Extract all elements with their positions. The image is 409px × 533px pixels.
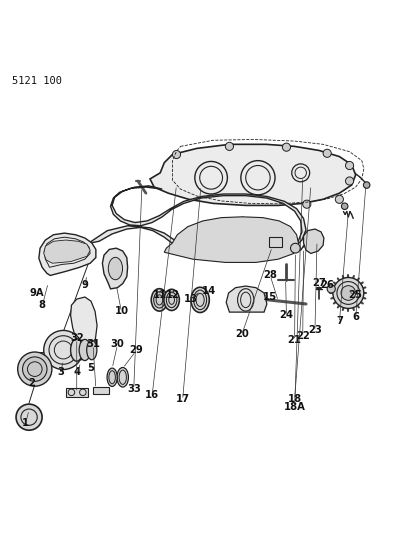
- Text: 18: 18: [287, 394, 301, 404]
- Text: 24: 24: [279, 310, 293, 320]
- Text: 9A: 9A: [30, 288, 45, 298]
- Text: 10: 10: [114, 306, 128, 316]
- Bar: [65, 388, 88, 397]
- Text: 32: 32: [70, 333, 83, 343]
- Bar: [269, 237, 282, 247]
- Text: 4: 4: [73, 367, 80, 377]
- Ellipse shape: [153, 292, 165, 308]
- Circle shape: [322, 149, 330, 157]
- Ellipse shape: [107, 368, 117, 386]
- Text: 20: 20: [234, 329, 248, 338]
- Ellipse shape: [117, 367, 128, 387]
- Polygon shape: [44, 240, 90, 263]
- Text: 18A: 18A: [283, 402, 305, 412]
- Circle shape: [332, 278, 363, 309]
- Text: 3: 3: [57, 367, 64, 377]
- Circle shape: [282, 143, 290, 151]
- Text: 27: 27: [311, 278, 325, 288]
- Polygon shape: [102, 248, 127, 289]
- Polygon shape: [20, 356, 49, 385]
- Text: 17: 17: [175, 394, 189, 404]
- Polygon shape: [90, 186, 305, 262]
- Circle shape: [326, 285, 335, 293]
- Text: 22: 22: [295, 331, 309, 341]
- Circle shape: [340, 286, 355, 300]
- Text: 33: 33: [126, 384, 140, 394]
- Circle shape: [302, 200, 310, 208]
- Circle shape: [18, 352, 52, 386]
- Ellipse shape: [166, 292, 176, 308]
- Text: 6: 6: [351, 312, 358, 322]
- Circle shape: [16, 404, 42, 430]
- Ellipse shape: [193, 290, 206, 310]
- Text: 13: 13: [183, 294, 197, 304]
- Text: 8: 8: [38, 300, 45, 310]
- Text: 7: 7: [335, 317, 342, 327]
- Ellipse shape: [108, 257, 122, 280]
- Text: 2: 2: [28, 377, 35, 387]
- Circle shape: [290, 243, 299, 253]
- Circle shape: [341, 203, 347, 209]
- Circle shape: [362, 182, 369, 188]
- Ellipse shape: [191, 287, 209, 312]
- Text: 9: 9: [81, 280, 88, 290]
- Text: 15: 15: [263, 292, 276, 302]
- Circle shape: [172, 150, 180, 159]
- Polygon shape: [39, 233, 96, 276]
- Text: 25: 25: [348, 290, 362, 300]
- Text: 14: 14: [202, 286, 216, 296]
- Ellipse shape: [151, 289, 167, 311]
- Text: 16: 16: [145, 390, 159, 400]
- Polygon shape: [150, 144, 355, 205]
- Text: 30: 30: [110, 339, 124, 349]
- Text: 1: 1: [21, 418, 29, 429]
- Circle shape: [335, 195, 343, 204]
- Circle shape: [44, 330, 83, 369]
- Circle shape: [225, 142, 233, 150]
- Ellipse shape: [70, 339, 83, 361]
- Text: 12: 12: [165, 290, 179, 300]
- Circle shape: [345, 161, 353, 169]
- Ellipse shape: [86, 340, 97, 360]
- Circle shape: [22, 357, 47, 381]
- Text: 31: 31: [86, 339, 100, 349]
- Polygon shape: [164, 217, 298, 262]
- Polygon shape: [303, 229, 323, 254]
- Text: 5: 5: [87, 364, 94, 373]
- Text: 23: 23: [307, 325, 321, 335]
- Ellipse shape: [79, 340, 90, 360]
- Text: 28: 28: [263, 270, 276, 280]
- Circle shape: [345, 177, 353, 185]
- Text: 5121 100: 5121 100: [11, 76, 61, 86]
- Bar: [93, 387, 109, 393]
- Text: 29: 29: [128, 345, 142, 355]
- Polygon shape: [70, 297, 97, 360]
- Ellipse shape: [164, 289, 179, 311]
- Polygon shape: [226, 286, 266, 312]
- Text: 26: 26: [319, 280, 333, 290]
- Text: 11: 11: [153, 290, 167, 300]
- Text: 21: 21: [287, 335, 301, 345]
